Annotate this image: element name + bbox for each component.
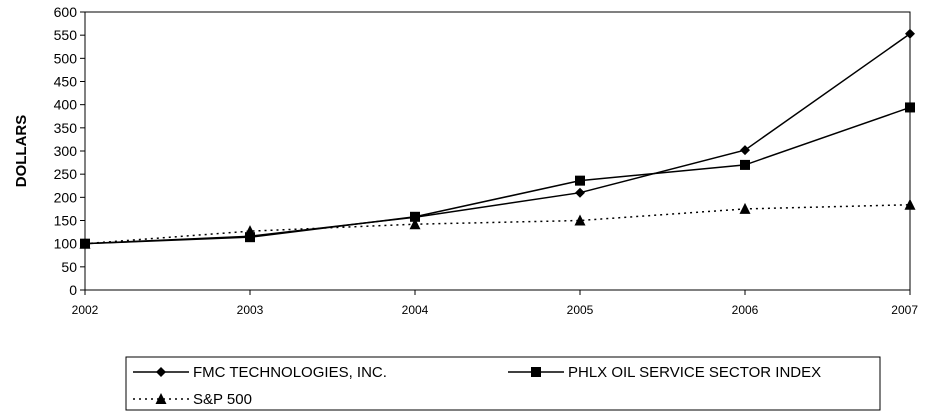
- x-tick-label: 2004: [402, 303, 429, 317]
- y-tick-label: 150: [54, 213, 78, 229]
- x-tick-label: 2007: [891, 303, 918, 317]
- legend-entry-s-p-500: S&P 500: [133, 391, 252, 408]
- data-point: [740, 159, 750, 170]
- series-fmc-technologies-inc: [80, 28, 915, 249]
- y-tick-label: 0: [69, 282, 77, 298]
- y-tick-label: 100: [54, 236, 78, 252]
- y-tick-label: 500: [54, 50, 78, 66]
- legend-marker: [156, 367, 166, 377]
- y-tick-label: 550: [54, 27, 78, 43]
- data-point: [79, 237, 91, 249]
- legend-label: PHLX OIL SERVICE SECTOR INDEX: [568, 364, 821, 381]
- legend-marker: [531, 367, 541, 377]
- y-tick-label: 600: [54, 4, 78, 20]
- legend-entry-fmc-technologies-inc: FMC TECHNOLOGIES, INC.: [133, 364, 387, 381]
- data-point: [244, 225, 256, 237]
- y-tick-label: 300: [54, 143, 78, 159]
- data-point: [905, 102, 915, 113]
- y-axis-title-group: DOLLARS: [13, 115, 30, 188]
- y-tick-label: 50: [61, 259, 77, 275]
- data-point: [904, 198, 916, 210]
- series-layer: [79, 28, 916, 249]
- legend-entry-phlx-oil-service-sector-index: PHLX OIL SERVICE SECTOR INDEX: [508, 364, 821, 381]
- y-tick-label: 200: [54, 189, 78, 205]
- x-tick-label: 2006: [732, 303, 759, 317]
- y-tick-label: 450: [54, 74, 78, 90]
- data-point: [739, 202, 751, 214]
- x-axis: 2002 2003 2004 2005 2006 2007: [72, 290, 918, 317]
- series-phlx-oil-service-sector-index: [80, 102, 915, 249]
- data-point: [575, 187, 585, 198]
- plot-area: [84, 11, 911, 291]
- data-point: [905, 28, 915, 39]
- x-tick-label: 2005: [567, 303, 594, 317]
- legend-label: FMC TECHNOLOGIES, INC.: [193, 364, 387, 381]
- series-line-phlx-oil-service-sector-index: [84, 106, 911, 245]
- data-point: [410, 211, 420, 222]
- data-point: [245, 232, 255, 243]
- series-line-fmc-technologies-inc: [84, 33, 911, 245]
- x-tick-label: 2003: [237, 303, 264, 317]
- y-tick-label: 350: [54, 120, 78, 136]
- y-tick-label: 400: [54, 97, 78, 113]
- data-point: [575, 175, 585, 186]
- legend-marker: [155, 393, 167, 404]
- legend-box: [125, 356, 881, 411]
- legend: FMC TECHNOLOGIES, INC. PHLX OIL SERVICE S…: [125, 356, 881, 411]
- legend-label: S&P 500: [193, 391, 252, 408]
- data-point: [740, 145, 750, 156]
- data-point: [409, 218, 421, 230]
- y-axis: 0 50 100 150 200 250 300 350 400 450 500 550 600: [54, 4, 85, 298]
- x-tick-label: 2002: [72, 303, 99, 317]
- y-axis-title: DOLLARS: [13, 115, 30, 188]
- series-s-p-500: [79, 198, 916, 249]
- data-point: [574, 214, 586, 226]
- y-tick-label: 250: [54, 166, 78, 182]
